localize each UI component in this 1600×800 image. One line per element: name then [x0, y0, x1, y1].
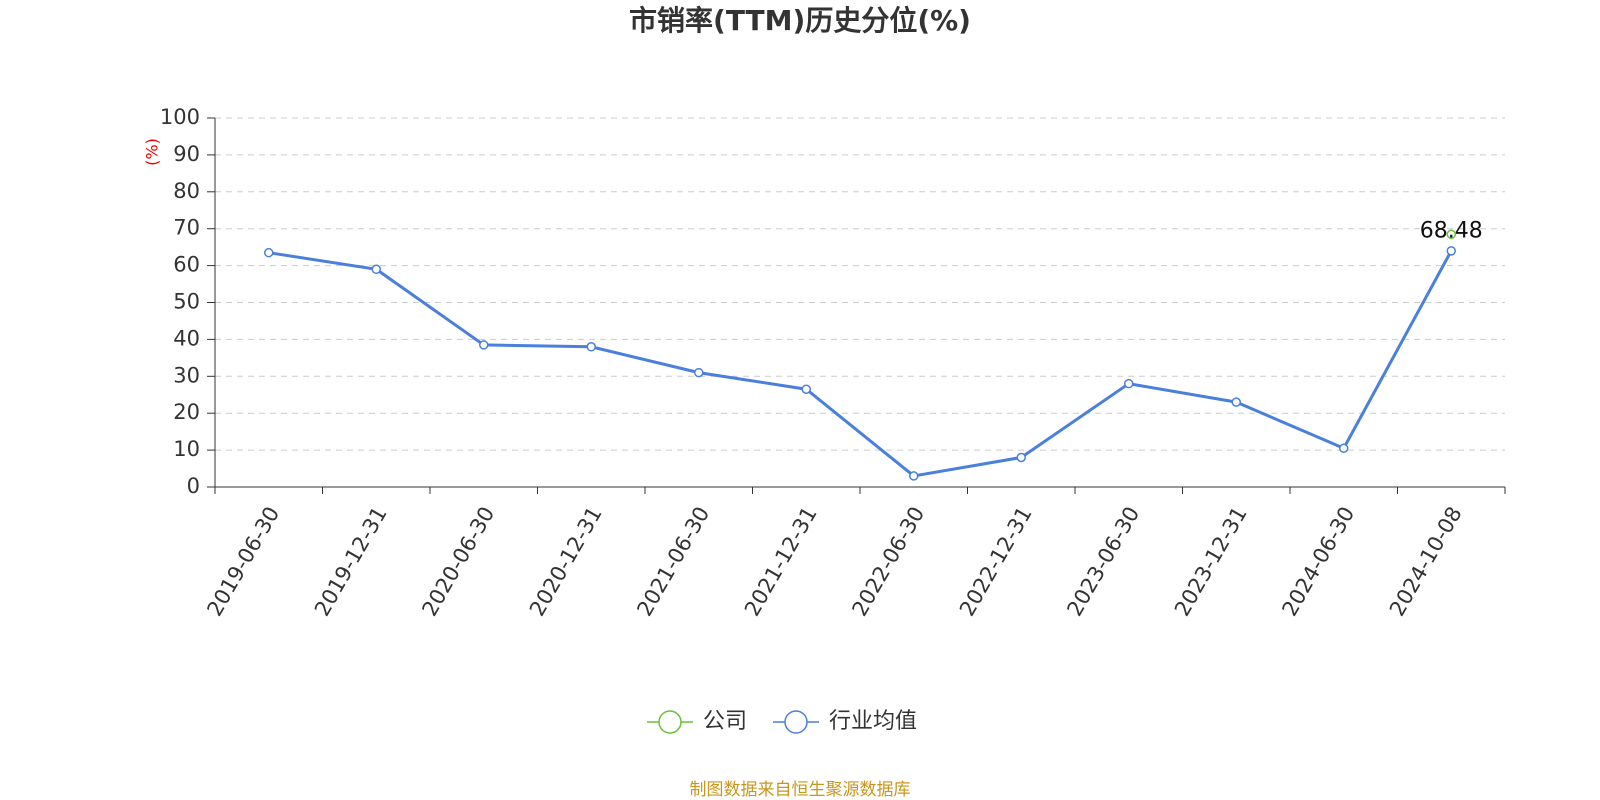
data-point [1446, 246, 1456, 256]
y-tick-label: 50 [173, 290, 200, 314]
y-tick-label: 10 [173, 437, 200, 461]
data-point [371, 264, 381, 275]
x-tick-label: 2023-06-30 [1062, 503, 1144, 621]
legend-marker [784, 710, 808, 734]
data-point [1339, 443, 1349, 454]
source-note: 制图数据来自恒生聚源数据库 [690, 780, 911, 800]
y-tick-label: 20 [173, 400, 200, 424]
data-point [909, 471, 919, 481]
y-tick-label: 100 [160, 105, 200, 129]
x-tick-label: 2022-06-30 [847, 503, 929, 621]
x-tick-label: 2019-06-30 [202, 503, 284, 621]
y-tick-label: 40 [173, 326, 200, 350]
data-point [801, 384, 811, 394]
y-tick-label: 90 [173, 142, 200, 166]
data-point [694, 367, 704, 378]
y-tick-label: 70 [173, 216, 200, 240]
x-tick-label: 2023-12-31 [1170, 503, 1252, 621]
data-point [586, 342, 596, 352]
data-point [1124, 378, 1134, 389]
data-label: 68.48 [1420, 218, 1483, 243]
x-tick-label: 2021-06-30 [632, 503, 714, 621]
y-tick-label: 60 [173, 253, 200, 277]
x-tick-label: 2020-06-30 [417, 503, 499, 621]
data-point [479, 340, 489, 350]
data-point [1016, 452, 1026, 463]
y-axis-label: (%) [143, 138, 162, 166]
data-point [1231, 397, 1241, 407]
series-line [268, 250, 1453, 478]
chart-title: 市销率(TTM)历史分位(%) [629, 4, 971, 37]
y-tick-label: 80 [173, 179, 200, 203]
legend: 公司 行业均值 [647, 709, 917, 734]
legend-marker [658, 710, 682, 734]
x-tick-label: 2024-06-30 [1277, 503, 1359, 621]
data-point [1446, 229, 1456, 240]
x-tick-label: 2020-12-31 [525, 503, 607, 621]
legend-label: 行业均值 [829, 709, 917, 734]
x-tick-label: 2024-10-08 [1385, 503, 1467, 621]
y-tick-label: 0 [187, 474, 200, 498]
data-point [264, 247, 274, 258]
x-tick-label: 2022-12-31 [955, 503, 1037, 621]
x-tick-label: 2019-12-31 [310, 503, 392, 621]
y-tick-label: 30 [173, 363, 200, 387]
x-tick-label: 2021-12-31 [740, 503, 822, 621]
legend-label: 公司 [703, 709, 747, 734]
